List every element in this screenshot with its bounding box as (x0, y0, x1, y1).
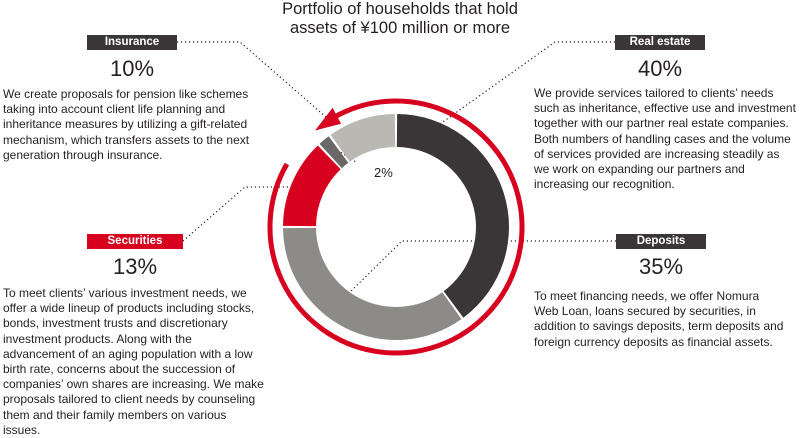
insurance-percent: 10% (109, 56, 155, 81)
securities-description: To meet clients’ various investment need… (3, 286, 264, 437)
donut-slice-securities (283, 145, 341, 227)
leader-line-insurance (177, 41, 328, 119)
leader-line-securities (182, 186, 298, 242)
real-estate-tag: Real estate (615, 35, 705, 50)
outer-ring (267, 98, 525, 356)
deposits-description: To meet financing needs, we offer Nomura… (534, 289, 784, 349)
donut-slice-insurance (330, 114, 396, 162)
deposits-tag: Deposits (616, 234, 706, 249)
leader-line-real-estate (439, 41, 615, 125)
donut-slice-real-estate (396, 114, 510, 318)
chart-title-line2: assets of ¥100 million or more (289, 19, 511, 37)
other-slice-label: 2% (374, 165, 393, 180)
deposits-percent: 35% (638, 254, 684, 279)
donut-slice-deposits (283, 227, 462, 340)
securities-percent: 13% (112, 254, 158, 279)
real-estate-percent: 40% (637, 56, 683, 81)
outer-ring-arc (267, 98, 525, 356)
chart-title-line1: Portfolio of households that hold (282, 0, 518, 18)
outer-ring-arrowhead (315, 107, 342, 131)
insurance-description: We create proposals for pension like sch… (3, 87, 250, 162)
chart-title: Portfolio of households that hold assets… (230, 0, 570, 38)
real-estate-description: We provide services tailored to clients’… (534, 86, 796, 192)
donut-slice-other (319, 136, 349, 169)
securities-tag: Securities (87, 234, 183, 249)
donut-slices (283, 114, 510, 340)
insurance-tag: Insurance (87, 35, 177, 50)
